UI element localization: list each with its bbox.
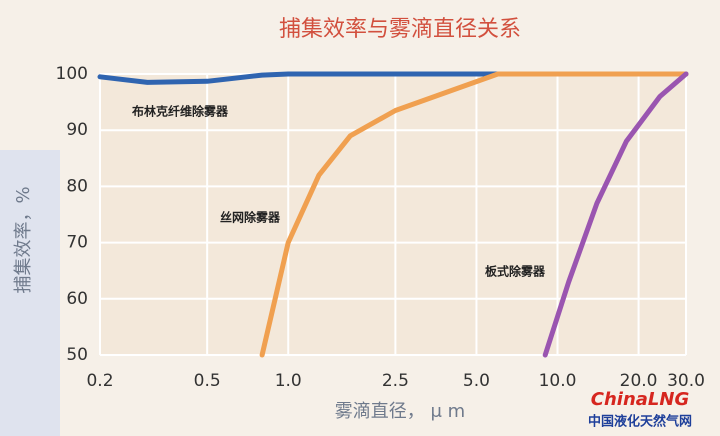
x-tick-label: 2.5 bbox=[382, 371, 409, 391]
x-tick-label: 0.2 bbox=[86, 371, 113, 391]
watermark-site: 中国液化天然气网 bbox=[588, 414, 692, 430]
x-tick-label: 10.0 bbox=[539, 371, 577, 391]
y-tick-label: 60 bbox=[66, 289, 88, 309]
x-tick-label: 5.0 bbox=[463, 371, 490, 391]
series-line bbox=[259, 71, 689, 358]
x-axis-label: 雾滴直径， μ m bbox=[335, 401, 465, 422]
chart-title: 捕集效率与雾滴直径关系 bbox=[279, 17, 521, 42]
y-tick-label: 90 bbox=[66, 120, 88, 140]
x-tick-label: 30.0 bbox=[667, 371, 705, 391]
x-tick-label: 1.0 bbox=[275, 371, 302, 391]
y-tick-label: 100 bbox=[56, 64, 88, 84]
watermark-brand: ChinaLNG bbox=[591, 389, 689, 410]
series-line bbox=[542, 71, 689, 358]
series-label: 板式除雾器 bbox=[485, 264, 546, 279]
plot-area bbox=[100, 74, 686, 355]
y-tick-label: 70 bbox=[66, 233, 88, 253]
y-axis-label: 捕集效率，% bbox=[13, 186, 34, 293]
x-tick-label: 0.5 bbox=[194, 371, 221, 391]
series-label: 布林克纤维除雾器 bbox=[132, 104, 229, 119]
x-tick-label: 20.0 bbox=[620, 371, 658, 391]
y-tick-label: 50 bbox=[66, 345, 88, 365]
y-tick-label: 80 bbox=[66, 176, 88, 196]
side-band bbox=[0, 150, 60, 436]
series-label: 丝网除雾器 bbox=[220, 210, 281, 225]
